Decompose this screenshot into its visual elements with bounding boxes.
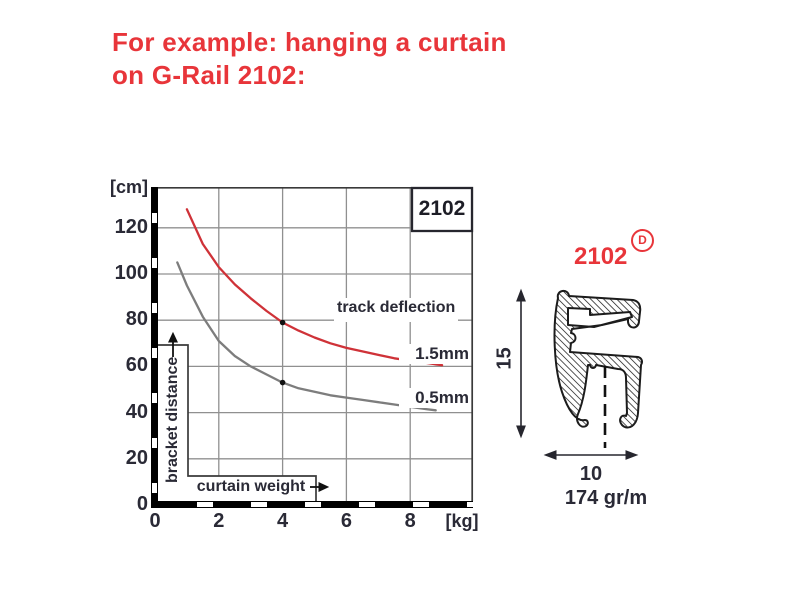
y-tick-label-40: 40 xyxy=(125,400,148,423)
y-tick-label-60: 60 xyxy=(125,354,148,377)
rail-profile-drawing xyxy=(553,290,643,429)
marked-point-0.5mm xyxy=(279,379,286,386)
x-axis-name: curtain weight xyxy=(196,478,306,495)
page-title-line1: For example: hanging a curtain xyxy=(112,27,507,57)
axis-callout xyxy=(158,344,317,501)
x-tick-label-6: 6 xyxy=(340,510,352,532)
x-tick-label-4: 4 xyxy=(277,510,289,532)
y-axis-unit: [cm] xyxy=(109,177,148,197)
x-axis-unit: [kg] xyxy=(445,511,479,531)
y-tick-label-20: 20 xyxy=(125,446,148,469)
profile-label-superscript: D xyxy=(631,229,654,252)
profile-width-value: 10 xyxy=(579,463,603,485)
y-tick-label-120: 120 xyxy=(114,215,148,238)
page-title-line2: on G-Rail 2102: xyxy=(112,60,306,90)
y-tick-label-100: 100 xyxy=(114,262,148,284)
x-tick-label-0: 0 xyxy=(149,510,161,532)
y-axis-name: bracket distance xyxy=(164,356,181,483)
marked-point-1.5mm xyxy=(279,319,286,326)
series-label-0.5mm: 0.5mm xyxy=(399,388,471,408)
chart-annotation: track deflection xyxy=(334,298,459,322)
ylabel-arrow-icon xyxy=(168,331,178,357)
height-dimension-arrow xyxy=(516,288,526,439)
profile-height-value: 15 xyxy=(493,347,516,370)
curve-1.5mm xyxy=(185,208,444,367)
page-title: For example: hanging a curtain on G-Rail… xyxy=(112,26,507,92)
model-box xyxy=(410,186,474,233)
model-box-label: 2102 xyxy=(418,197,466,220)
y-axis-bar xyxy=(151,187,158,508)
y-tick-label-80: 80 xyxy=(125,308,148,331)
x-axis-bar xyxy=(151,501,473,508)
curve-0.5mm xyxy=(176,261,437,412)
x-tick-label-2: 2 xyxy=(213,510,225,532)
x-tick-label-8: 8 xyxy=(404,510,416,532)
y-tick-label-0: 0 xyxy=(136,493,148,515)
xlabel-arrow-icon xyxy=(310,482,330,492)
profile-weight-value: 174 gr/m xyxy=(564,487,648,509)
profile-label: 2102 xyxy=(574,243,628,270)
width-dimension-arrow xyxy=(543,450,639,460)
series-label-1.5mm: 1.5mm xyxy=(399,344,471,364)
